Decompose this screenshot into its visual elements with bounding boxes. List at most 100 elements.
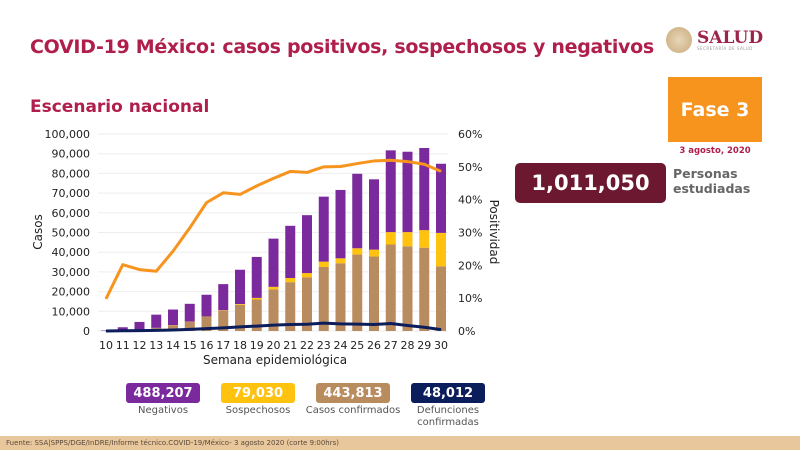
- y2-tick-label: 0%: [458, 325, 475, 338]
- point-defunciones: [289, 323, 291, 325]
- x-tick-label: 16: [200, 339, 214, 352]
- point-positividad: [206, 202, 207, 204]
- page-title: COVID-19 México: casos positivos, sospec…: [30, 36, 654, 58]
- bar-sospechosos: [318, 261, 329, 267]
- y-tick-label: 0: [83, 325, 90, 338]
- point-positividad: [289, 170, 291, 172]
- bar-sospechosos: [335, 258, 346, 264]
- bar-negativos: [285, 225, 296, 279]
- bar-negativos: [419, 147, 430, 231]
- y2-tick-label: 40%: [458, 194, 482, 207]
- bar-sospechosos: [285, 278, 296, 283]
- point-positividad: [440, 170, 442, 172]
- bar-sospechosos: [302, 273, 312, 278]
- seal-icon: [666, 27, 692, 53]
- point-positividad: [323, 166, 325, 168]
- bar-negativos: [251, 256, 262, 298]
- bar-negativos: [268, 238, 279, 287]
- bar-negativos: [218, 284, 229, 311]
- bar-confirmados: [335, 263, 346, 331]
- y-tick-label: 30,000: [52, 266, 91, 279]
- studied-total: 1,011,050: [515, 163, 666, 203]
- bar-negativos: [168, 309, 178, 326]
- bar-confirmados: [285, 282, 296, 331]
- salud-logo: SALUD SECRETARÍA DE SALUD: [666, 27, 763, 53]
- bar-negativos: [385, 150, 396, 233]
- y-tick-label: 40,000: [52, 246, 91, 259]
- studied-label-line1: Personas: [673, 166, 738, 181]
- point-defunciones: [122, 330, 124, 332]
- point-defunciones: [172, 329, 174, 331]
- x-tick-label: 20: [267, 339, 281, 352]
- bar-negativos: [436, 163, 446, 233]
- x-tick-label: 13: [149, 339, 163, 352]
- source-footer: Fuente: SSA|SPPS/DGE/InDRE/Informe técni…: [0, 436, 800, 450]
- summary-value: 79,030: [221, 383, 295, 403]
- point-defunciones: [407, 324, 408, 326]
- summary-label: Sospechosos: [225, 405, 291, 416]
- y-tick-label: 80,000: [52, 167, 91, 180]
- point-defunciones: [206, 328, 207, 330]
- point-positividad: [423, 163, 425, 165]
- bar-negativos: [335, 189, 346, 259]
- x-tick-label: 25: [350, 339, 364, 352]
- bar-sospechosos: [385, 232, 396, 245]
- bar-sospechosos: [268, 286, 279, 290]
- point-defunciones: [222, 327, 224, 329]
- y-tick-label: 100,000: [45, 128, 91, 141]
- x-tick-label: 22: [300, 339, 314, 352]
- bar-confirmados: [419, 247, 430, 331]
- bar-negativos: [201, 294, 212, 317]
- x-tick-label: 19: [250, 339, 264, 352]
- point-positividad: [407, 161, 408, 163]
- bar-negativos: [352, 173, 363, 249]
- studied-label-line2: estudiadas: [673, 181, 751, 196]
- x-tick-label: 10: [99, 339, 113, 352]
- bar-confirmados: [402, 246, 413, 331]
- bar-sospechosos: [235, 304, 245, 305]
- summary-value: 443,813: [316, 383, 390, 403]
- bar-negativos: [302, 215, 312, 274]
- y2-tick-label: 30%: [458, 227, 482, 240]
- point-positividad: [340, 166, 341, 168]
- x-tick-label: 30: [434, 339, 448, 352]
- page-subtitle: Escenario nacional: [30, 97, 210, 117]
- bar-confirmados: [268, 289, 279, 331]
- point-positividad: [356, 163, 358, 165]
- point-positividad: [189, 227, 191, 229]
- bar-sospechosos: [218, 310, 229, 311]
- bar-sospechosos: [436, 232, 446, 267]
- y-tick-label: 20,000: [52, 286, 91, 299]
- bar-confirmados: [302, 277, 312, 331]
- x-tick-label: 14: [166, 339, 180, 352]
- point-positividad: [172, 250, 174, 252]
- x-tick-label: 15: [183, 339, 197, 352]
- bar-sospechosos: [402, 232, 413, 247]
- bar-negativos: [184, 303, 195, 322]
- point-positividad: [306, 171, 308, 173]
- logo-subtext: SECRETARÍA DE SALUD: [697, 45, 753, 51]
- point-defunciones: [323, 322, 325, 324]
- bar-sospechosos: [251, 297, 262, 300]
- x-tick-label: 11: [116, 339, 130, 352]
- bar-confirmados: [235, 304, 245, 331]
- point-defunciones: [155, 329, 157, 331]
- summary-label: Defunciones confirmadas: [416, 405, 480, 428]
- bar-confirmados: [201, 317, 212, 331]
- bar-confirmados: [352, 254, 363, 331]
- y2-tick-label: 50%: [458, 161, 482, 174]
- summary-label: Casos confirmados: [305, 405, 401, 416]
- bar-confirmados: [369, 256, 379, 331]
- y-tick-label: 70,000: [52, 187, 91, 200]
- phase-badge: Fase 3: [668, 77, 762, 142]
- y2-tick-label: 60%: [458, 128, 482, 141]
- point-positividad: [155, 270, 157, 272]
- y-tick-label: 90,000: [52, 148, 91, 161]
- bar-negativos: [117, 327, 128, 331]
- x-tick-label: 29: [417, 339, 431, 352]
- point-defunciones: [139, 330, 140, 332]
- studied-label: Personas estudiadas: [673, 166, 750, 196]
- point-defunciones: [373, 323, 375, 325]
- point-defunciones: [306, 323, 308, 325]
